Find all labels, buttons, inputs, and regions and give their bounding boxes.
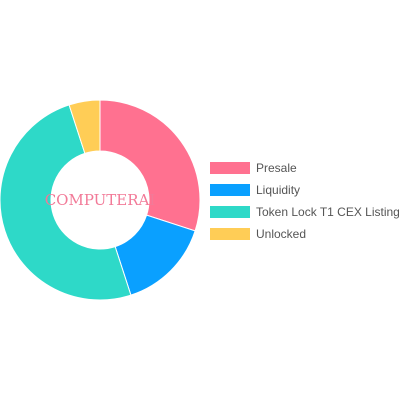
- center-label: COMPUTERAI: [45, 191, 156, 209]
- legend-label-unlocked: Unlocked: [256, 227, 307, 241]
- slice-token-lock[interactable]: [0, 104, 132, 301]
- legend-swatch-presale: [210, 162, 250, 174]
- legend-item-token-lock[interactable]: Token Lock T1 CEX Listing: [210, 201, 400, 223]
- legend-swatch-unlocked: [210, 228, 250, 240]
- legend: Presale Liquidity Token Lock T1 CEX List…: [210, 157, 400, 245]
- legend-label-presale: Presale: [256, 161, 297, 175]
- legend-swatch-token-lock: [210, 206, 250, 218]
- legend-item-liquidity[interactable]: Liquidity: [210, 179, 400, 201]
- legend-item-unlocked[interactable]: Unlocked: [210, 223, 400, 245]
- slice-presale[interactable]: [99, 99, 201, 232]
- slices-group: [0, 99, 201, 301]
- legend-label-liquidity: Liquidity: [256, 183, 301, 197]
- slice-unlocked[interactable]: [68, 99, 101, 155]
- legend-label-token-lock: Token Lock T1 CEX Listing: [256, 205, 400, 219]
- legend-swatch-liquidity: [210, 184, 250, 196]
- legend-item-presale[interactable]: Presale: [210, 157, 400, 179]
